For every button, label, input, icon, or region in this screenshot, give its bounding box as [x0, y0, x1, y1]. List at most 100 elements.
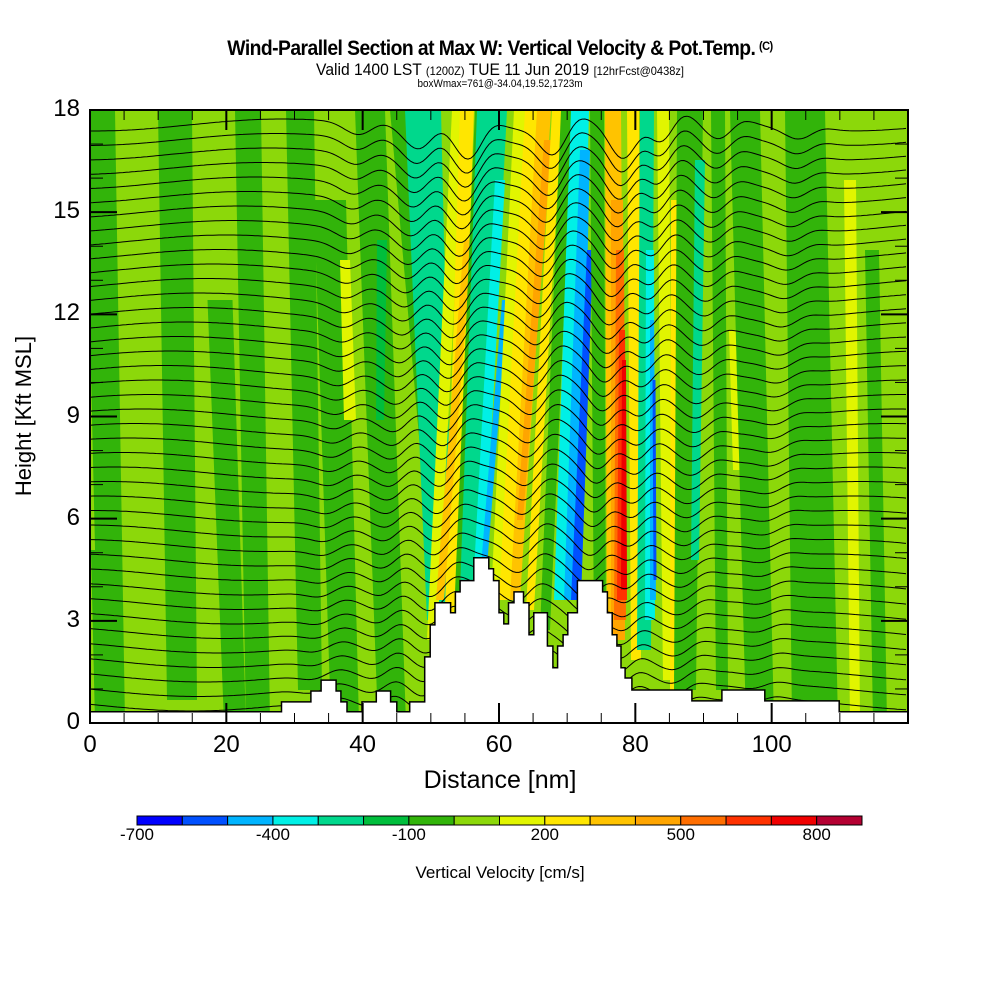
colorbar-title: Vertical Velocity [cm/s]	[415, 863, 585, 882]
isentrope-line	[90, 174, 907, 216]
subtitle-date: TUE 11 Jun 2019	[468, 60, 590, 79]
chart-title-text: Wind-Parallel Section at Max W: Vertical…	[227, 37, 756, 60]
x-tick-label: 60	[485, 731, 513, 758]
x-tick-label: 80	[621, 731, 649, 758]
colorbar-swatch	[725, 815, 772, 826]
w-band	[517, 140, 552, 520]
colorbar-swatch	[589, 815, 636, 826]
w-band	[499, 110, 539, 600]
isentrope-line	[90, 202, 907, 243]
colorbar-swatch	[680, 815, 727, 826]
x-tick-label: 40	[349, 731, 376, 758]
colorbar-swatch	[227, 815, 274, 826]
isentrope-line	[90, 489, 907, 528]
isentrope-line	[90, 518, 907, 556]
w-band	[652, 380, 657, 580]
colorbar-tick-label: -400	[255, 825, 290, 844]
colorbar-swatch	[544, 815, 591, 826]
isentrope-line	[90, 403, 907, 441]
colorbar-swatch	[181, 815, 229, 826]
terrain-mask	[89, 557, 909, 724]
w-band	[571, 250, 593, 600]
isentrope-line	[90, 258, 907, 298]
colorbar-tick-label: -700	[119, 825, 155, 844]
isentrope-line	[90, 446, 907, 484]
colorbar	[136, 815, 863, 826]
w-band	[427, 110, 464, 640]
isentrope-line	[90, 460, 907, 499]
y-tick-label: 3	[66, 605, 80, 633]
isentrope-line	[90, 316, 907, 354]
isentrope-line	[90, 345, 907, 383]
subtitle-valid: Valid 1400 LST	[316, 60, 422, 79]
w-band	[158, 110, 197, 700]
isentrope-line	[90, 532, 907, 571]
colorbar-swatch	[136, 815, 183, 826]
colorbar-swatch	[499, 815, 546, 826]
w-band	[627, 110, 641, 660]
box-wmax-info: boxWmax=761@-34.04,19.52,1723m	[417, 78, 583, 90]
isentrope-line	[90, 273, 907, 312]
x-tick-label: 100	[751, 731, 792, 758]
colorbar-swatch	[408, 815, 455, 826]
w-band	[91, 550, 105, 723]
w-band	[865, 250, 887, 723]
isentrope-line	[90, 389, 906, 426]
plot-frame	[89, 109, 909, 724]
colorbar-swatch	[770, 815, 818, 826]
y-tick-label: 9	[66, 401, 80, 429]
y-tick-label: 6	[66, 503, 80, 531]
colorbar-swatch	[363, 815, 410, 826]
w-band	[844, 180, 860, 723]
w-band	[564, 150, 590, 600]
colorbar-tick-label: -100	[391, 825, 426, 844]
isentrope-line	[90, 561, 907, 599]
colorbar-swatch	[634, 815, 682, 826]
w-band	[286, 110, 322, 690]
isentrope-line	[90, 359, 907, 398]
isentrope-line	[90, 145, 907, 188]
axis-ticks	[89, 109, 909, 724]
w-band	[436, 240, 472, 600]
subtitle-zulu: (1200Z)	[425, 64, 465, 78]
subtitle-forecast: [12hrFcst@0438z]	[593, 64, 684, 78]
chart-title: Wind-Parallel Section at Max W: Vertical…	[40, 37, 960, 61]
w-band	[785, 110, 838, 723]
colorbar-swatch	[272, 815, 319, 826]
colorbar-tick-label: 800	[802, 825, 831, 844]
isentrope-line	[90, 130, 907, 174]
isentrope-line	[90, 374, 906, 412]
w-band	[376, 240, 387, 420]
isentrope-line	[90, 503, 907, 542]
x-tick-label: 0	[83, 731, 97, 758]
isentrope-line	[90, 216, 907, 257]
copyright-mark: (C)	[759, 39, 773, 53]
isentrope-line	[90, 474, 907, 513]
isentrope-line	[90, 188, 907, 230]
isentrope-line	[90, 547, 907, 585]
y-tick-label: 18	[53, 95, 80, 122]
isentrope-line	[90, 301, 907, 340]
colorbar-swatch	[317, 815, 365, 826]
isentrope-line	[90, 159, 907, 202]
colorbar-swatch	[453, 815, 500, 826]
y-tick-label: 15	[53, 197, 80, 225]
isentrope-line	[90, 432, 907, 470]
y-tick-label: 0	[66, 708, 80, 735]
chart-subtitle: Valid 1400 LST (1200Z) TUE 11 Jun 2019 […	[40, 60, 960, 80]
isentrope-line	[90, 244, 907, 285]
colorbar-swatch	[816, 815, 863, 826]
w-band	[526, 110, 562, 610]
x-tick-label: 20	[212, 731, 240, 758]
y-tick-label: 12	[53, 299, 80, 327]
isentrope-line	[90, 418, 907, 455]
isentrope-line	[90, 230, 907, 271]
colorbar-tick-label: 200	[530, 825, 559, 844]
w-band	[473, 180, 505, 590]
y-axis-title: Height [Kft MSL]	[11, 335, 36, 497]
w-band	[621, 360, 627, 590]
x-axis-title: Distance [nm]	[423, 766, 577, 794]
terrain-profile	[89, 557, 909, 724]
isentrope-line	[90, 330, 907, 369]
